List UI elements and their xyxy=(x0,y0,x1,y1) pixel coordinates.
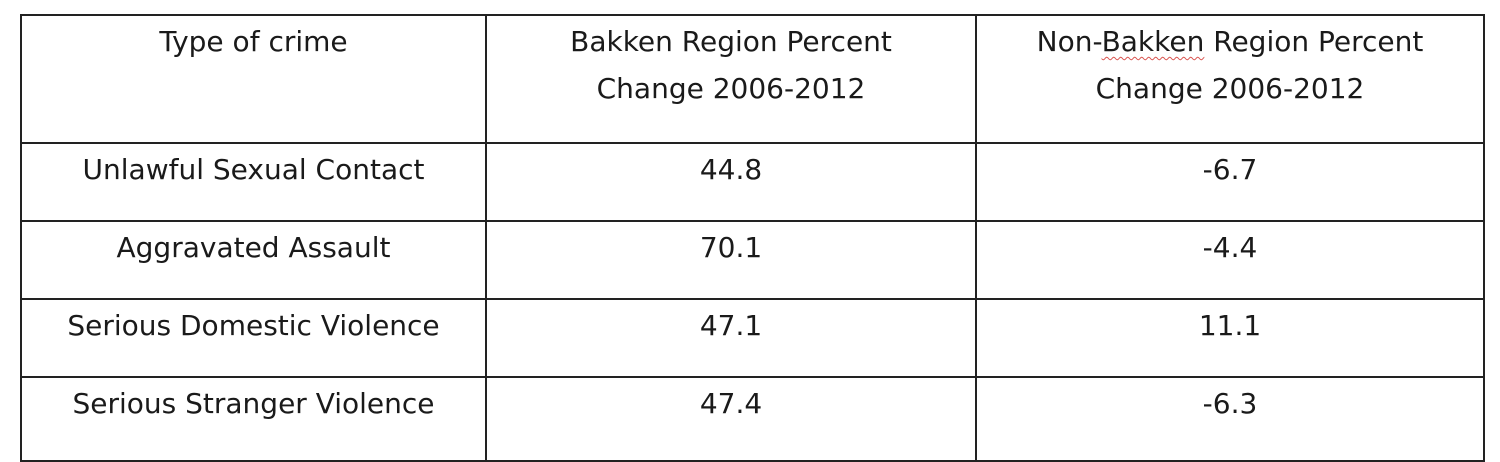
cell-bakken-value: 47.1 xyxy=(485,298,977,378)
cell-bakken-value: 44.8 xyxy=(485,142,977,222)
crime-change-table: Type of crime Bakken Region Percent Chan… xyxy=(20,14,1485,462)
header-bakken-line1: Bakken Region Percent xyxy=(570,25,892,58)
header-non-bakken-line2: Change 2006-2012 xyxy=(1095,72,1365,105)
cell-non-bakken-value: -6.3 xyxy=(975,376,1485,462)
header-non-bakken-suffix: Region Percent xyxy=(1204,25,1424,58)
cell-crime-type: Unlawful Sexual Contact xyxy=(20,142,487,222)
table-row: Serious Domestic Violence 47.1 11.1 xyxy=(20,298,1485,378)
table-row: Aggravated Assault 70.1 -4.4 xyxy=(20,220,1485,300)
cell-crime-type: Serious Domestic Violence xyxy=(20,298,487,378)
cell-non-bakken-value: 11.1 xyxy=(975,298,1485,378)
header-non-bakken-line1: Non-Bakken Region Percent xyxy=(1037,18,1424,65)
cell-non-bakken-value-text: 11.1 xyxy=(1198,309,1262,342)
header-bakken-change: Bakken Region Percent Change 2006-2012 xyxy=(485,14,977,144)
cell-bakken-value-text: 70.1 xyxy=(699,231,763,264)
table-row: Unlawful Sexual Contact 44.8 -6.7 xyxy=(20,142,1485,222)
cell-bakken-value-text: 47.1 xyxy=(699,309,763,342)
table-row: Serious Stranger Violence 47.4 -6.3 xyxy=(20,376,1485,462)
table-header-row: Type of crime Bakken Region Percent Chan… xyxy=(20,14,1485,144)
cell-non-bakken-value-text: -6.3 xyxy=(1202,387,1258,420)
cell-crime-type-text: Aggravated Assault xyxy=(116,231,391,264)
header-type-of-crime-label: Type of crime xyxy=(159,25,348,58)
cell-crime-type: Serious Stranger Violence xyxy=(20,376,487,462)
cell-crime-type-text: Unlawful Sexual Contact xyxy=(82,153,425,186)
cell-non-bakken-value: -4.4 xyxy=(975,220,1485,300)
cell-bakken-value: 70.1 xyxy=(485,220,977,300)
header-bakken-line2: Change 2006-2012 xyxy=(596,72,866,105)
spellcheck-flagged-word: Bakken xyxy=(1101,25,1205,58)
cell-non-bakken-value: -6.7 xyxy=(975,142,1485,222)
cell-crime-type: Aggravated Assault xyxy=(20,220,487,300)
header-type-of-crime: Type of crime xyxy=(20,14,487,144)
cell-bakken-value-text: 44.8 xyxy=(699,153,763,186)
cell-non-bakken-value-text: -6.7 xyxy=(1202,153,1258,186)
cell-bakken-value-text: 47.4 xyxy=(699,387,763,420)
cell-crime-type-text: Serious Stranger Violence xyxy=(72,387,435,420)
header-non-bakken-prefix: Non- xyxy=(1036,25,1102,58)
cell-bakken-value: 47.4 xyxy=(485,376,977,462)
header-non-bakken-change: Non-Bakken Region Percent Change 2006-20… xyxy=(975,14,1485,144)
cell-crime-type-text: Serious Domestic Violence xyxy=(67,309,440,342)
cell-non-bakken-value-text: -4.4 xyxy=(1202,231,1258,264)
